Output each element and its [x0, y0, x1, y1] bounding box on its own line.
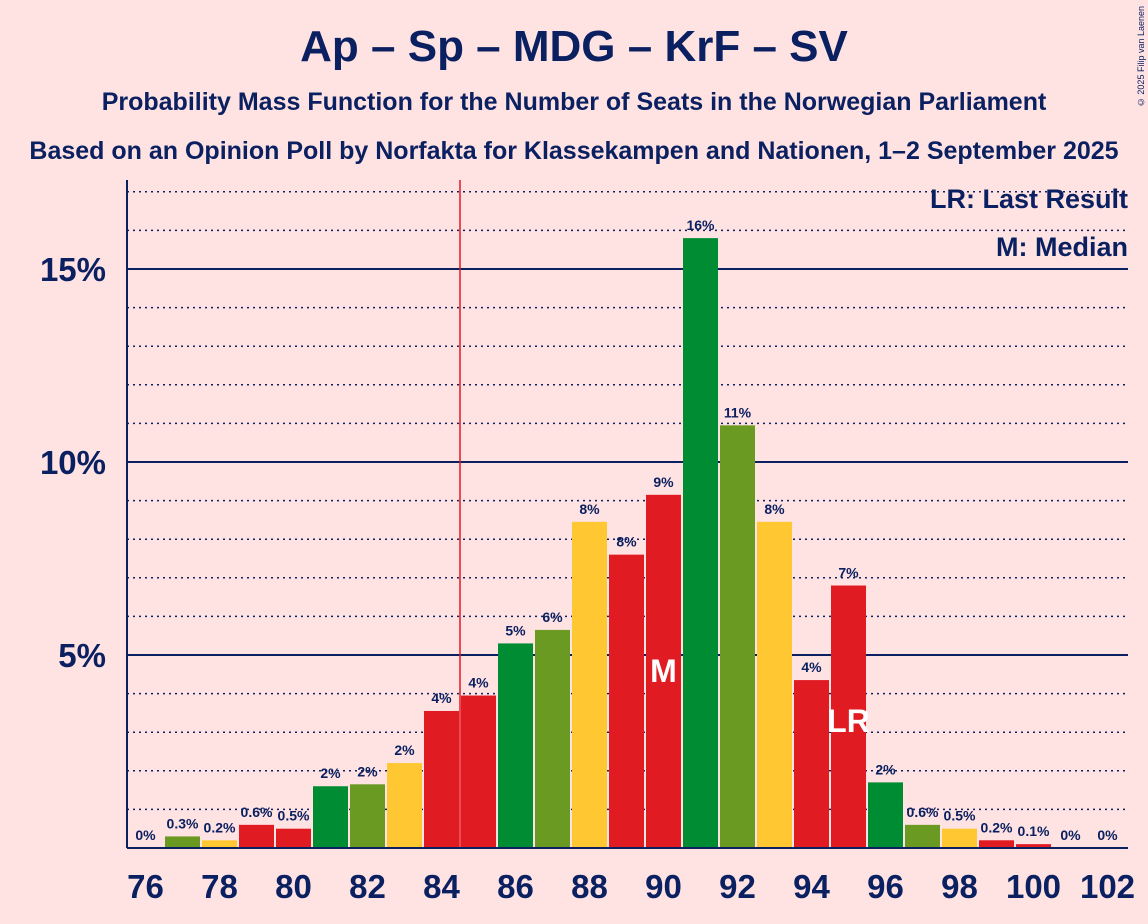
- last-result-marker: LR: [827, 703, 870, 739]
- bar-label-77: 0.3%: [167, 815, 199, 831]
- x-tick-label: 84: [423, 868, 460, 905]
- bar-79: [239, 824, 274, 848]
- gridlines: [127, 191, 1128, 811]
- y-tick-label: 5%: [58, 637, 106, 674]
- bar-92: [720, 425, 755, 848]
- x-tick-label: 96: [867, 868, 904, 905]
- chart-title: Ap – Sp – MDG – KrF – SV: [300, 22, 848, 71]
- bar-label-80: 0.5%: [278, 808, 310, 824]
- y-tick-label: 10%: [40, 444, 106, 481]
- bar-label-83: 2%: [394, 742, 415, 758]
- bar-label-89: 8%: [616, 534, 637, 550]
- bar-81: [313, 786, 348, 848]
- bar-100: [1016, 844, 1051, 848]
- bar-labels: 0% 0.3% 0.2% 0.6% 0.5% 2% 2% 2% 4% 4% 5% 6% 8% 8% 9% M 1…: [135, 217, 1118, 843]
- bar-99: [979, 840, 1014, 848]
- bar-84: [424, 710, 459, 848]
- bar-88: [572, 521, 607, 848]
- bar-label-94: 4%: [801, 659, 822, 675]
- bar-94: [794, 680, 829, 848]
- x-tick-label: 94: [793, 868, 830, 905]
- bar-label-101: 0%: [1060, 827, 1081, 843]
- bar-89: [609, 554, 644, 848]
- bar-98: [942, 828, 977, 848]
- bars: [165, 238, 1051, 848]
- bar-label-87: 6%: [542, 609, 563, 625]
- bar-label-102: 0%: [1097, 827, 1118, 843]
- bar-97: [905, 824, 940, 848]
- x-tick-label: 80: [275, 868, 312, 905]
- bar-label-81: 2%: [320, 765, 341, 781]
- x-tick-label: 82: [349, 868, 386, 905]
- bar-label-91: 16%: [686, 217, 715, 233]
- bar-80: [276, 828, 311, 848]
- bar-90: [646, 494, 681, 848]
- x-tick-label: 100: [1006, 868, 1061, 905]
- bar-77: [165, 836, 200, 848]
- bar-label-93: 8%: [764, 501, 785, 517]
- bar-label-79: 0.6%: [241, 804, 273, 820]
- chart-subtitle: Probability Mass Function for the Number…: [101, 88, 1047, 116]
- bar-label-97: 0.6%: [907, 804, 939, 820]
- bar-label-85: 4%: [468, 675, 489, 691]
- x-tick-label: 92: [719, 868, 756, 905]
- bar-78: [202, 840, 237, 848]
- median-marker: M: [650, 653, 677, 689]
- bar-label-96: 2%: [875, 761, 896, 777]
- bar-label-76: 0%: [135, 827, 156, 843]
- bar-83: [387, 763, 422, 848]
- bar-label-78: 0.2%: [204, 819, 236, 835]
- x-tick-label: 98: [941, 868, 978, 905]
- x-tick-label: 90: [645, 868, 682, 905]
- bar-93: [757, 521, 792, 848]
- bar-label-92: 11%: [724, 404, 752, 420]
- bar-label-99: 0.2%: [981, 819, 1013, 835]
- bar-96: [868, 782, 903, 848]
- bar-label-100: 0.1%: [1018, 823, 1050, 839]
- x-tick-label: 102: [1080, 868, 1135, 905]
- x-tick-label: 88: [571, 868, 608, 905]
- legend: LR: Last Result M: Median: [930, 184, 1128, 262]
- x-tick-label: 78: [201, 868, 238, 905]
- bar-82: [350, 784, 385, 848]
- axes: 5% 10% 15% 76 78 80 82 84 86 88 90 92 94 96 98 100 102: [40, 180, 1135, 905]
- bar-label-90: 9%: [653, 474, 674, 490]
- legend-entry: M: Median: [996, 232, 1128, 262]
- bar-87: [535, 629, 570, 848]
- x-tick-label: 86: [497, 868, 534, 905]
- legend-entry: LR: Last Result: [930, 184, 1128, 214]
- chart-source: Based on an Opinion Poll by Norfakta for…: [29, 137, 1119, 165]
- bar-91: [683, 238, 718, 848]
- bar-label-82: 2%: [357, 763, 378, 779]
- y-tick-label: 15%: [40, 251, 106, 288]
- bar-label-86: 5%: [505, 622, 526, 638]
- bar-label-84: 4%: [431, 690, 452, 706]
- bar-95: [831, 585, 866, 848]
- bar-86: [498, 643, 533, 848]
- bar-85: [461, 695, 496, 848]
- bar-label-88: 8%: [579, 501, 600, 517]
- x-tick-label: 76: [127, 868, 164, 905]
- bar-label-98: 0.5%: [944, 808, 976, 824]
- bar-label-95: 7%: [838, 565, 859, 581]
